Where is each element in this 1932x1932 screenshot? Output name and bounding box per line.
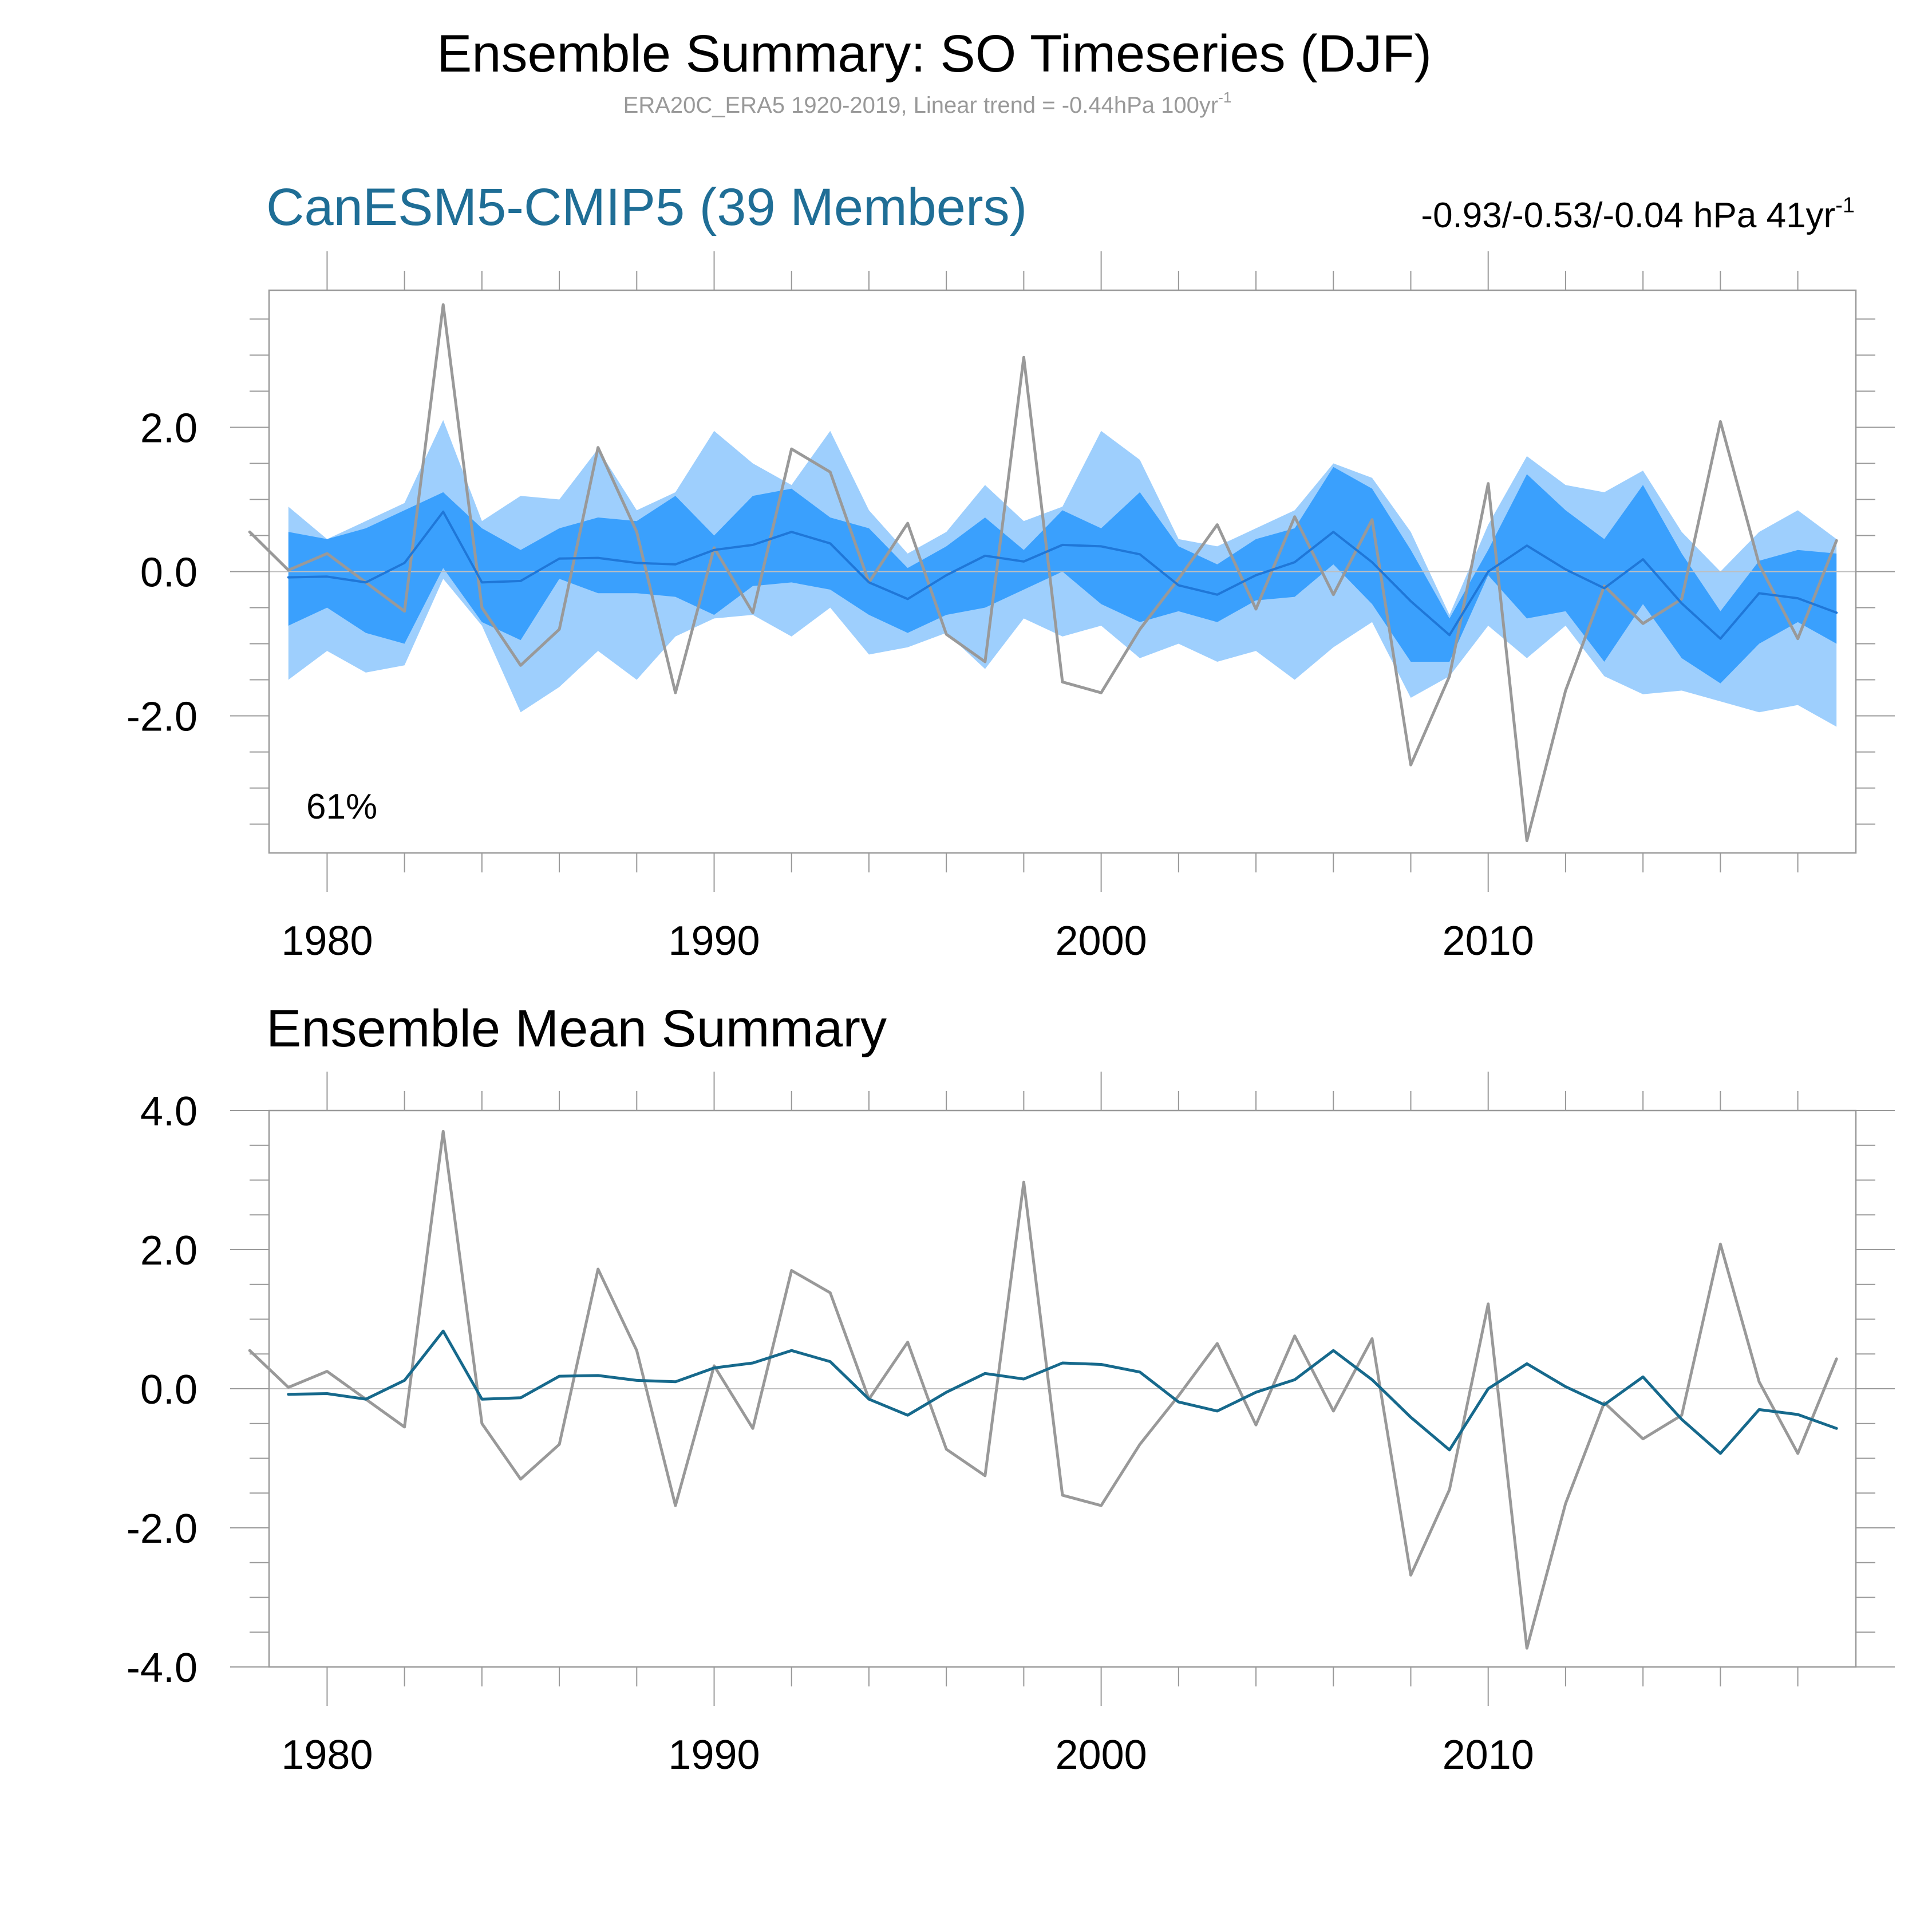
x-tick-label: 2000 xyxy=(1056,1732,1147,1778)
y-tick-label: 0.0 xyxy=(140,1367,197,1413)
x-tick-label: 1980 xyxy=(281,1732,373,1778)
y-tick-label: 2.0 xyxy=(140,405,197,451)
ensemble-mean-line xyxy=(287,510,1838,640)
figure-subtitle: ERA20C_ERA5 1920-2019, Linear trend = -0… xyxy=(623,89,1232,118)
trend-range-superscript: -1 xyxy=(1835,193,1855,218)
ensemble-mean-panel-title: Ensemble Mean Summary xyxy=(266,999,887,1058)
y-tick-label: 0.0 xyxy=(140,550,197,596)
ensemble-mean-panel: Ensemble Mean Summary 1980 1990 2000 2010 -4… xyxy=(127,999,1895,1778)
ensemble-summary-panel: CanESM5-CMIP5 (39 Members) -0.93/-0.53/-… xyxy=(127,178,1895,964)
percent-label: 61% xyxy=(306,787,377,827)
y-tick-label: -2.0 xyxy=(127,694,197,740)
figure-subtitle-superscript: -1 xyxy=(1218,89,1231,106)
x-tick-label: 2000 xyxy=(1056,918,1147,964)
ensemble-interquartile-band xyxy=(288,467,1837,683)
plot-frame xyxy=(268,289,1857,854)
y-tick-label: 4.0 xyxy=(140,1089,197,1135)
plot-frame xyxy=(268,1109,1857,1668)
x-tick-label: 2010 xyxy=(1443,918,1534,964)
top-panel-axes: 1980 1990 2000 2010 -2.0 0.0 2.0 xyxy=(127,251,1895,964)
trend-range-text: -0.93/-0.53/-0.04 hPa 41yr xyxy=(1421,196,1835,235)
y-tick-label: -4.0 xyxy=(127,1645,197,1691)
y-tick-label: -2.0 xyxy=(127,1506,197,1552)
ensemble-mean-line xyxy=(287,1329,1838,1455)
x-tick-label: 1990 xyxy=(668,1732,760,1778)
bottom-panel-series xyxy=(248,1129,1838,1650)
figure-subtitle-text: ERA20C_ERA5 1920-2019, Linear trend = -0… xyxy=(623,93,1219,118)
y-tick-label: 2.0 xyxy=(140,1228,197,1274)
x-tick-label: 2010 xyxy=(1443,1732,1534,1778)
observation-line xyxy=(248,1129,1838,1650)
observation-line xyxy=(248,303,1838,843)
trend-range-label: -0.93/-0.53/-0.04 hPa 41yr-1 xyxy=(1421,193,1855,235)
ensemble-spread-bands xyxy=(288,420,1837,727)
bottom-panel-axes: 1980 1990 2000 2010 -4.0 -2.0 0.0 2.0 4.0 xyxy=(127,1072,1895,1778)
model-panel-title: CanESM5-CMIP5 (39 Members) xyxy=(266,178,1027,236)
top-panel-series xyxy=(248,303,1838,843)
x-tick-label: 1990 xyxy=(668,918,760,964)
figure-title: Ensemble Summary: SO Timeseries (DJF) xyxy=(437,25,1432,83)
x-tick-label: 1980 xyxy=(281,918,373,964)
